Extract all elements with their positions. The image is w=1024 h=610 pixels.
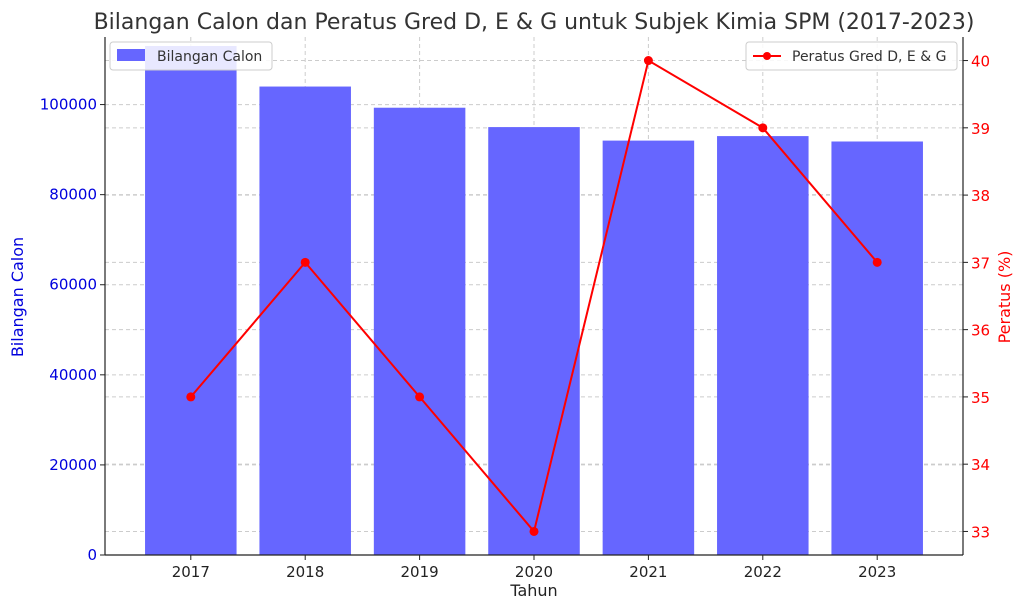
left-tick-label: 60000 xyxy=(49,276,97,294)
legend-line-label: Peratus Gred D, E & G xyxy=(792,49,946,65)
bar xyxy=(717,136,809,556)
right-axis-ticks: 33 34 35 36 37 38 39 40 xyxy=(963,53,990,541)
right-tick-label: 39 xyxy=(971,120,990,138)
left-tick-label: 20000 xyxy=(49,456,97,474)
x-tick-label: 2023 xyxy=(858,563,896,581)
line-point xyxy=(643,56,653,66)
line-point xyxy=(415,392,425,402)
bar xyxy=(259,86,351,556)
legend-line-marker xyxy=(763,52,771,60)
bar xyxy=(831,141,923,556)
chart-title: Bilangan Calon dan Peratus Gred D, E & G… xyxy=(94,10,975,35)
x-tick-label: 2021 xyxy=(629,563,667,581)
right-tick-label: 40 xyxy=(971,53,990,71)
right-tick-label: 36 xyxy=(971,322,990,340)
line-series xyxy=(186,56,882,536)
right-tick-label: 35 xyxy=(971,389,990,407)
x-tick-label: 2022 xyxy=(744,563,782,581)
legend-bar-label: Bilangan Calon xyxy=(157,49,262,65)
bar-series xyxy=(145,46,923,556)
left-tick-label: 100000 xyxy=(40,96,97,114)
line-point xyxy=(872,257,882,267)
legend-bar: Bilangan Calon xyxy=(109,41,273,71)
line-point xyxy=(186,392,196,402)
left-tick-label: 40000 xyxy=(49,366,97,384)
right-axis-label: Peratus (%) xyxy=(995,251,1014,344)
line-point xyxy=(529,526,539,536)
bar xyxy=(145,46,237,555)
line-point xyxy=(300,257,310,267)
left-axis-ticks: 0 20000 40000 60000 80000 100000 xyxy=(40,96,105,564)
x-tick-label: 2018 xyxy=(286,563,324,581)
bar xyxy=(602,140,695,555)
x-tick-label: 2020 xyxy=(515,563,553,581)
right-tick-label: 37 xyxy=(971,254,990,272)
x-tick-label: 2019 xyxy=(401,563,439,581)
right-tick-label: 38 xyxy=(971,187,990,205)
left-tick-label: 0 xyxy=(87,546,97,564)
left-axis-label: Bilangan Calon xyxy=(8,237,27,357)
x-axis-label: Tahun xyxy=(509,581,557,600)
bar xyxy=(488,127,580,555)
line-point xyxy=(758,123,768,133)
bar xyxy=(373,107,466,555)
legend-bar-swatch xyxy=(117,49,145,61)
legend-line: Peratus Gred D, E & G xyxy=(745,41,958,71)
right-tick-label: 33 xyxy=(971,523,990,541)
right-tick-label: 34 xyxy=(971,456,990,474)
left-tick-label: 80000 xyxy=(49,186,97,204)
x-tick-label: 2017 xyxy=(172,563,210,581)
x-axis-ticks: 2017 2018 2019 2020 2021 2022 2023 xyxy=(172,555,896,581)
